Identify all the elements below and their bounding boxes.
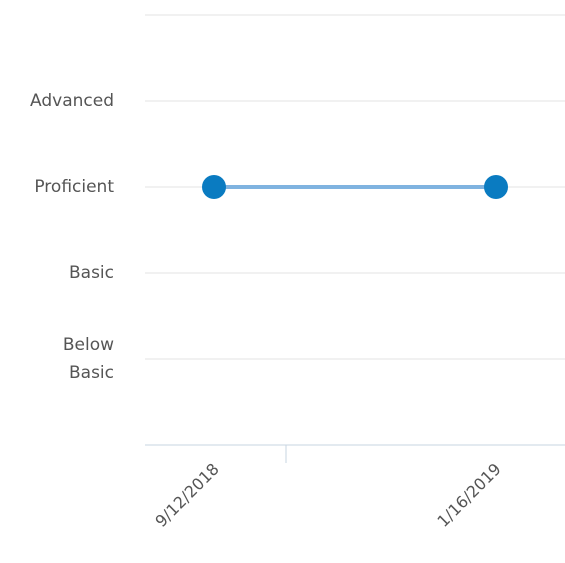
y-tick-label: Below Basic [22, 329, 114, 389]
y-tick-label: Advanced [22, 71, 114, 131]
y-tick-text: Proficient [34, 177, 114, 197]
y-tick-text: Below Basic [62, 335, 114, 383]
y-tick-text: Advanced [30, 91, 114, 111]
point [484, 175, 508, 199]
x-tick-label: 1/16/2019 [433, 459, 504, 530]
y-tick-text: Basic [68, 263, 114, 283]
point [202, 175, 226, 199]
y-tick-label: Proficient [22, 157, 114, 217]
x-tick-label: 9/12/2018 [151, 459, 222, 530]
y-tick-label: Basic [22, 243, 114, 303]
